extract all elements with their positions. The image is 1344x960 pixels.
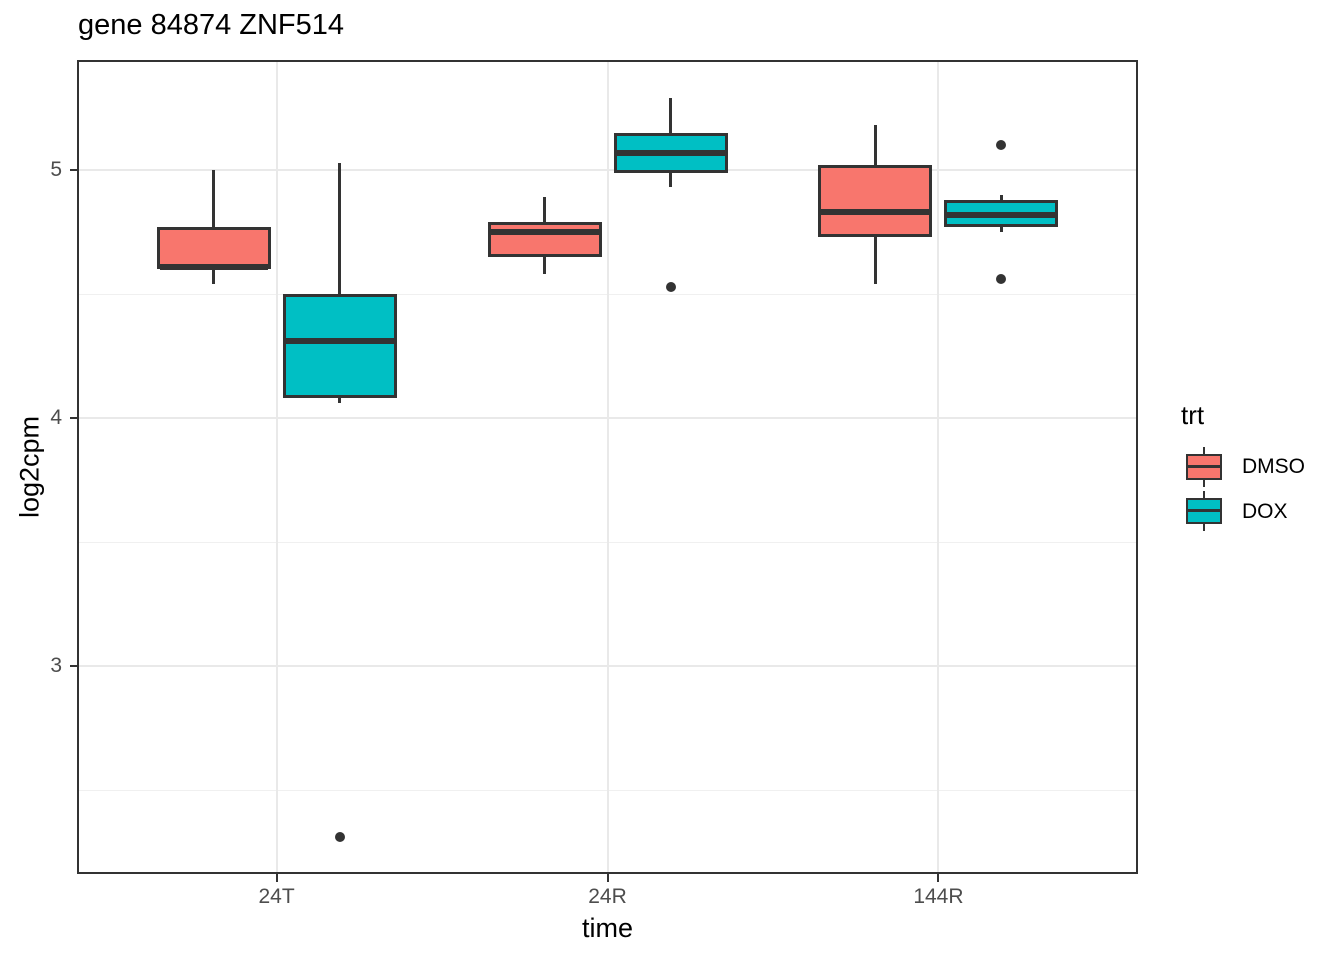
x-axis-title: time [581, 913, 633, 943]
y-axis-tick [70, 665, 78, 668]
box-24R-DMSO [487, 222, 602, 257]
x-axis-tick [937, 874, 940, 882]
x-tick-label: 24T [258, 885, 295, 908]
x-tick-label: 144R [913, 885, 964, 908]
y-tick-label: 4 [50, 406, 62, 430]
whisker-24T-DOX [338, 162, 342, 404]
plot-panel [78, 61, 1137, 872]
boxplot-median-icon [1188, 465, 1220, 468]
grid-major-x-144R [937, 61, 940, 872]
x-axis-tick [275, 874, 278, 882]
legend-label-dmso: DMSO [1242, 455, 1305, 478]
grid-major-x-24T [275, 61, 278, 872]
y-axis-title: log2cpm [14, 415, 45, 519]
outlier-point [665, 281, 676, 292]
boxplot-median-icon [1188, 509, 1220, 512]
outlier-point [996, 274, 1007, 285]
box-144R-DMSO [818, 165, 933, 238]
legend-key-dmso [1186, 447, 1222, 487]
legend-title: trt [1181, 400, 1205, 430]
box-24T-DOX [282, 294, 397, 399]
x-tick-label: 24R [588, 885, 627, 908]
median-24R-DOX [616, 149, 725, 156]
median-24T-DMSO [159, 263, 268, 270]
legend-label-dox: DOX [1242, 500, 1288, 523]
y-tick-label: 3 [50, 654, 62, 678]
plot-title: gene 84874 ZNF514 [78, 9, 345, 41]
outlier-point [334, 832, 345, 843]
y-tick-label: 5 [50, 158, 62, 182]
median-144R-DOX [947, 211, 1056, 218]
grid-major-x-24R [606, 61, 609, 872]
median-24R-DMSO [490, 229, 599, 236]
median-24T-DOX [285, 338, 394, 345]
median-144R-DMSO [821, 209, 930, 216]
outlier-point [996, 140, 1007, 151]
x-axis-tick [606, 874, 609, 882]
y-axis-tick [70, 417, 78, 420]
legend-key-dox [1186, 491, 1222, 531]
y-axis-tick [70, 169, 78, 172]
